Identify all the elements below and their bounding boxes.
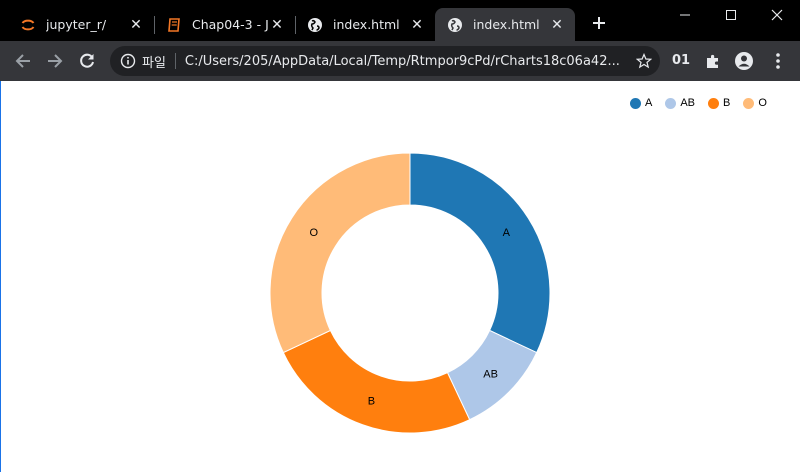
donut-slice-b[interactable]	[282, 329, 471, 434]
reload-icon	[80, 53, 94, 68]
donut-slice-a[interactable]	[409, 152, 551, 354]
page-content: A AB B O A AB B O	[0, 81, 800, 472]
close-window-button[interactable]	[754, 0, 800, 30]
account-icon	[735, 52, 753, 70]
close-icon[interactable]: ✕	[130, 16, 142, 33]
reload-button[interactable]	[75, 49, 99, 73]
legend-item-o[interactable]: O	[743, 97, 767, 109]
slice-label-b: B	[368, 395, 375, 407]
legend-swatch	[743, 97, 755, 109]
globe-icon	[448, 17, 462, 32]
tab-separator	[154, 16, 155, 34]
minimize-button[interactable]	[662, 0, 708, 30]
legend-label: O	[758, 97, 767, 109]
back-button[interactable]	[11, 49, 35, 73]
notebook-icon	[168, 17, 180, 32]
extension-badge[interactable]: 01	[672, 53, 691, 68]
slice-label-a: A	[503, 227, 511, 239]
maximize-button[interactable]	[708, 0, 754, 30]
tab-title: Chap04-3 - Ju	[192, 17, 269, 32]
divider	[174, 53, 176, 69]
info-icon[interactable]	[120, 53, 136, 69]
tab-strip: jupyter_r/ ✕ Chap04-3 - Ju ✕ index.html …	[0, 0, 800, 41]
profile-button[interactable]	[733, 50, 755, 72]
legend-swatch	[708, 97, 720, 109]
legend-item-b[interactable]: B	[708, 97, 730, 109]
maximize-icon	[726, 10, 736, 20]
slice-label-ab: AB	[483, 369, 498, 381]
forward-button[interactable]	[43, 49, 67, 73]
address-bar[interactable]: 파일 C:/Users/205/AppData/Local/Temp/Rtmpo…	[110, 46, 660, 76]
globe-icon	[308, 17, 322, 32]
menu-button[interactable]	[767, 50, 789, 72]
close-icon	[771, 9, 783, 21]
puzzle-icon	[707, 54, 718, 68]
legend-item-ab[interactable]: AB	[665, 97, 695, 109]
more-vert-icon	[776, 53, 780, 69]
plus-icon	[593, 17, 605, 29]
forward-arrow-icon	[48, 54, 63, 68]
tab-title: index.html	[333, 17, 400, 32]
tab-index-1[interactable]: index.html ✕	[295, 8, 435, 41]
star-icon[interactable]	[636, 53, 652, 69]
tab-title: jupyter_r/	[46, 17, 107, 32]
new-tab-button[interactable]	[589, 14, 609, 34]
minimize-icon	[680, 14, 690, 16]
legend-swatch	[630, 97, 641, 109]
tab-jupyter[interactable]: jupyter_r/ ✕	[8, 8, 154, 41]
donut-slice-o[interactable]	[269, 152, 411, 354]
back-arrow-icon	[15, 54, 30, 68]
tab-title: index.html	[473, 17, 540, 32]
tab-index-active[interactable]: index.html ✕	[435, 8, 575, 41]
browser-toolbar: 파일 C:/Users/205/AppData/Local/Temp/Rtmpo…	[0, 41, 800, 81]
close-icon[interactable]: ✕	[411, 16, 423, 33]
legend-swatch	[665, 97, 677, 109]
slice-label-o: O	[309, 227, 318, 239]
tab-chap04[interactable]: Chap04-3 - Ju ✕	[154, 8, 295, 41]
donut-chart: A AB B O	[269, 152, 551, 434]
close-icon[interactable]: ✕	[551, 16, 563, 33]
legend-item-a[interactable]: A	[630, 97, 652, 109]
site-scheme-label[interactable]: 파일	[142, 55, 166, 71]
close-icon[interactable]: ✕	[271, 16, 283, 33]
tab-separator	[295, 16, 296, 34]
legend-label: B	[723, 97, 731, 109]
url-text[interactable]: C:/Users/205/AppData/Local/Temp/Rtmpor9c…	[184, 53, 620, 69]
legend-label: AB	[680, 97, 696, 109]
extensions-button[interactable]	[702, 50, 724, 72]
chart-legend: A AB B O	[630, 95, 780, 111]
legend-label: A	[645, 97, 653, 109]
jupyter-icon	[21, 19, 35, 30]
